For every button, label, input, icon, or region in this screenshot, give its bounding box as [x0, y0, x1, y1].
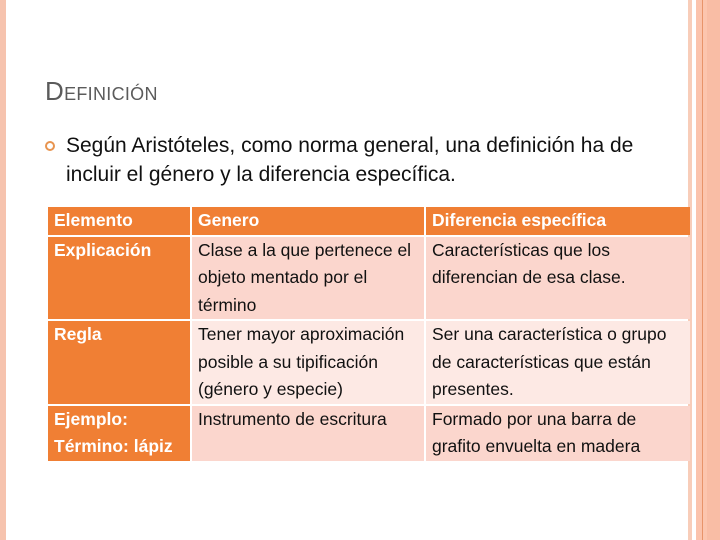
row-label: Explicación — [48, 236, 190, 319]
right-border-line — [702, 0, 703, 540]
row-label: Ejemplo: Término: lápiz — [48, 405, 190, 461]
right-border — [696, 0, 702, 540]
right-border — [688, 0, 692, 540]
right-border — [703, 0, 707, 540]
definition-table: Elemento Genero Diferencia específica Ex… — [46, 205, 692, 463]
title-initial: D — [45, 76, 65, 106]
title-rest: EFINICIÓN — [64, 84, 158, 104]
table-cell: Tener mayor aproximación posible a su ti… — [192, 321, 424, 404]
header-cell: Genero — [192, 207, 424, 235]
table-row: Regla Tener mayor aproximación posible a… — [48, 321, 690, 404]
right-border — [707, 0, 720, 540]
table-cell: Formado por una barra de grafito envuelt… — [426, 405, 690, 461]
bullet-icon — [45, 141, 55, 151]
table-cell: Clase a la que pertenece el objeto menta… — [192, 236, 424, 319]
table-cell: Instrumento de escritura — [192, 405, 424, 461]
bullet-text: Según Aristóteles, como norma general, u… — [66, 134, 634, 186]
table-row: Explicación Clase a la que pertenece el … — [48, 236, 690, 319]
header-cell: Diferencia específica — [426, 207, 690, 235]
slide-title: DEFINICIÓN — [45, 76, 158, 107]
table-cell: Características que los diferencian de e… — [426, 236, 690, 319]
table-cell: Ser una característica o grupo de caract… — [426, 321, 690, 404]
table-row: Ejemplo: Término: lápiz Instrumento de e… — [48, 405, 690, 461]
row-label: Regla — [48, 321, 190, 404]
table-header-row: Elemento Genero Diferencia específica — [48, 207, 690, 235]
left-border — [0, 0, 6, 540]
header-cell: Elemento — [48, 207, 190, 235]
